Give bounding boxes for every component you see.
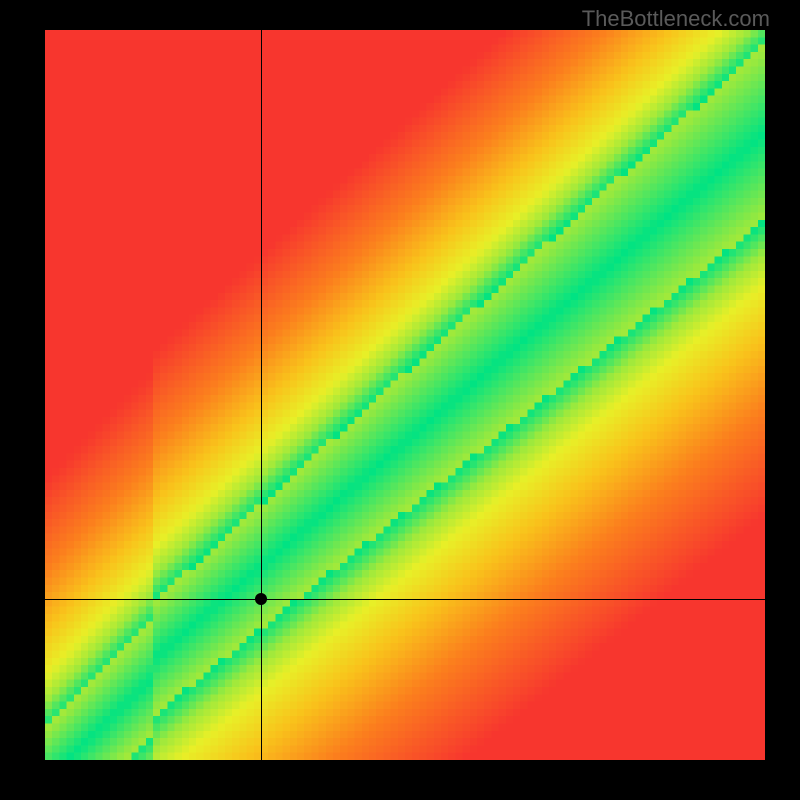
heatmap-plot (45, 30, 765, 760)
crosshair-marker (255, 593, 267, 605)
crosshair-horizontal (45, 599, 765, 600)
crosshair-vertical (261, 30, 262, 760)
watermark-text: TheBottleneck.com (582, 6, 770, 32)
heatmap-canvas (45, 30, 765, 760)
